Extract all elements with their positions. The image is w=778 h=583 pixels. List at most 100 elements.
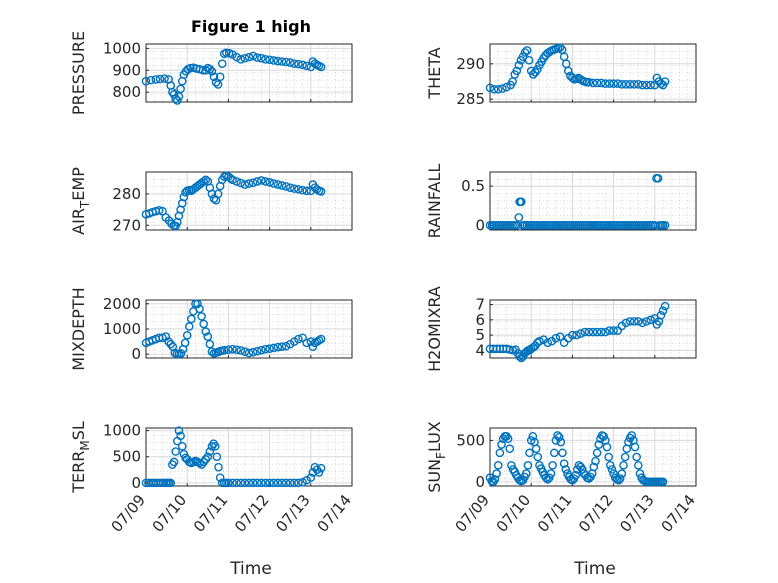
data-point bbox=[312, 184, 322, 194]
data-point bbox=[193, 299, 202, 309]
data-point bbox=[269, 179, 279, 188]
data-point bbox=[261, 344, 270, 354]
y-axis-label: THETA bbox=[425, 47, 444, 99]
data-point bbox=[584, 327, 594, 337]
data-point bbox=[209, 72, 219, 82]
data-point bbox=[555, 332, 565, 341]
data-point bbox=[576, 329, 585, 338]
data-point bbox=[180, 338, 190, 348]
y-axis-label: H2OMIXRA bbox=[425, 286, 444, 372]
data-point bbox=[236, 478, 246, 488]
data-point bbox=[224, 478, 233, 488]
data-point bbox=[232, 52, 241, 62]
data-point bbox=[522, 46, 532, 55]
y-tick-label: 280 bbox=[112, 185, 141, 203]
data-point bbox=[281, 341, 291, 351]
data-point bbox=[269, 343, 279, 353]
data-point bbox=[232, 177, 241, 186]
data-point bbox=[634, 317, 643, 326]
data-point bbox=[617, 469, 627, 478]
data-point bbox=[197, 312, 206, 321]
data-point bbox=[257, 53, 266, 63]
axes-box bbox=[489, 43, 697, 103]
data-point bbox=[285, 58, 295, 67]
data-point bbox=[514, 60, 524, 70]
data-point bbox=[592, 448, 602, 458]
data-point bbox=[646, 80, 655, 90]
data-point bbox=[660, 220, 670, 230]
data-point bbox=[520, 48, 530, 57]
y-tick-label: 1000 bbox=[103, 320, 141, 338]
data-point bbox=[556, 437, 566, 447]
data-point bbox=[294, 184, 303, 194]
data-point bbox=[656, 310, 666, 320]
data-point bbox=[240, 347, 250, 356]
data-point bbox=[531, 444, 541, 454]
data-point bbox=[485, 83, 495, 93]
data-point bbox=[261, 177, 270, 186]
data-point bbox=[589, 462, 599, 472]
data-point bbox=[269, 478, 279, 488]
data-point bbox=[629, 317, 639, 326]
data-point bbox=[503, 434, 513, 444]
data-point bbox=[625, 317, 635, 326]
data-point bbox=[277, 57, 287, 66]
y-tick-label: 900 bbox=[112, 61, 141, 79]
data-point bbox=[502, 82, 511, 92]
y-tick-label: 1000 bbox=[103, 422, 141, 440]
data-point bbox=[215, 473, 225, 482]
data-point bbox=[217, 59, 227, 68]
data-point bbox=[240, 53, 250, 63]
data-point bbox=[568, 330, 577, 340]
data-point bbox=[212, 452, 222, 462]
data-point bbox=[656, 79, 666, 88]
data-point bbox=[306, 337, 316, 346]
data-point bbox=[228, 175, 237, 185]
data-point bbox=[248, 347, 258, 357]
data-point bbox=[210, 441, 220, 451]
data-point bbox=[281, 478, 291, 488]
data-point bbox=[498, 84, 507, 93]
data-point bbox=[596, 327, 606, 337]
data-point bbox=[257, 345, 266, 355]
data-point bbox=[563, 66, 573, 76]
data-point bbox=[203, 332, 213, 341]
data-point bbox=[619, 460, 628, 470]
data-point bbox=[252, 177, 262, 186]
data-point bbox=[236, 346, 246, 355]
y-tick-label: 7 bbox=[475, 296, 485, 314]
subplot-3: 0 0.5 RAINFALL bbox=[425, 164, 697, 238]
data-point bbox=[528, 431, 538, 441]
data-point bbox=[533, 65, 542, 74]
data-point bbox=[632, 452, 641, 462]
y-tick-label: 290 bbox=[456, 55, 485, 73]
data-point bbox=[533, 452, 543, 462]
data-point bbox=[174, 92, 184, 101]
data-point bbox=[176, 349, 186, 358]
data-point bbox=[646, 315, 655, 325]
data-point bbox=[302, 338, 311, 348]
data-point bbox=[495, 448, 505, 458]
data-point bbox=[316, 463, 326, 473]
data-point bbox=[620, 452, 630, 462]
data-point bbox=[625, 80, 635, 89]
data-point bbox=[240, 478, 250, 488]
data-point bbox=[244, 478, 254, 488]
data-point bbox=[580, 327, 590, 337]
subplot-2: 270 280 AIRTEMP bbox=[69, 167, 353, 235]
data-point bbox=[314, 468, 324, 477]
y-axis-label: AIRTEMP bbox=[69, 167, 92, 235]
data-point bbox=[524, 55, 534, 65]
data-point bbox=[551, 333, 561, 343]
y-tick-label: 0.5 bbox=[461, 177, 485, 195]
data-point bbox=[141, 76, 151, 86]
data-point bbox=[606, 460, 615, 470]
data-point bbox=[316, 187, 326, 196]
data-point bbox=[195, 458, 204, 468]
data-point bbox=[523, 460, 533, 470]
data-point bbox=[545, 473, 554, 483]
axes-box bbox=[145, 299, 353, 359]
data-point bbox=[244, 348, 254, 358]
data-point bbox=[601, 327, 610, 337]
